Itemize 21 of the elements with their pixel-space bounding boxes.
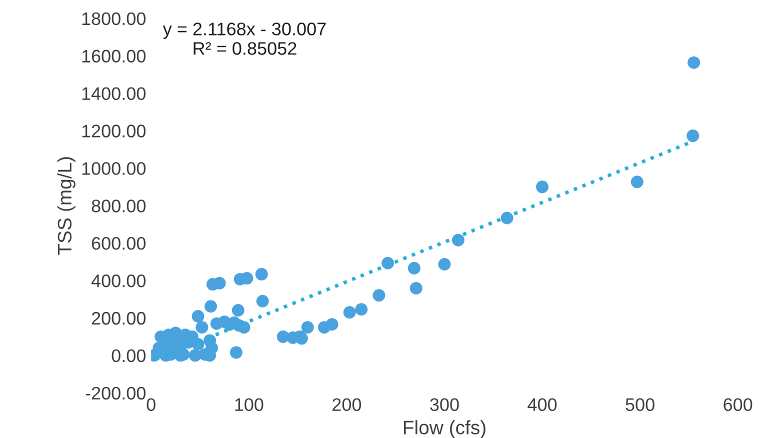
x-tick-label: 200 [332,398,362,412]
x-tick-label: 0 [146,398,156,412]
x-tick-label: 600 [724,398,752,412]
y-tick-label: 600.00 [92,237,146,250]
y-tick-label: 1600.00 [82,50,146,63]
y-tick-label: 1000.00 [82,162,146,175]
y-tick-label: 400.00 [91,274,146,288]
y-tick-label: 0.00 [112,349,146,362]
x-axis-title: Flow (cfs) [404,420,486,438]
y-tick-label: 200.00 [92,312,146,325]
y-tick-label: 800.00 [92,200,146,212]
y-tick-label: -200.00 [86,386,146,400]
annotation: y = 2.1168x - 30.007 R² = 0.85052 [162,22,326,55]
x-tick-label: 500 [626,398,654,412]
y-axis-title: TSS (mg/L) [57,157,76,255]
y-tick-label: 1200.00 [82,124,146,138]
x-tick-label: 100 [235,398,264,412]
x-tick-label: 400 [528,398,557,412]
y-tick-label: 1800.00 [82,12,146,26]
x-tick-label: 300 [430,398,459,412]
y-tick-label: 1400.00 [82,87,146,100]
